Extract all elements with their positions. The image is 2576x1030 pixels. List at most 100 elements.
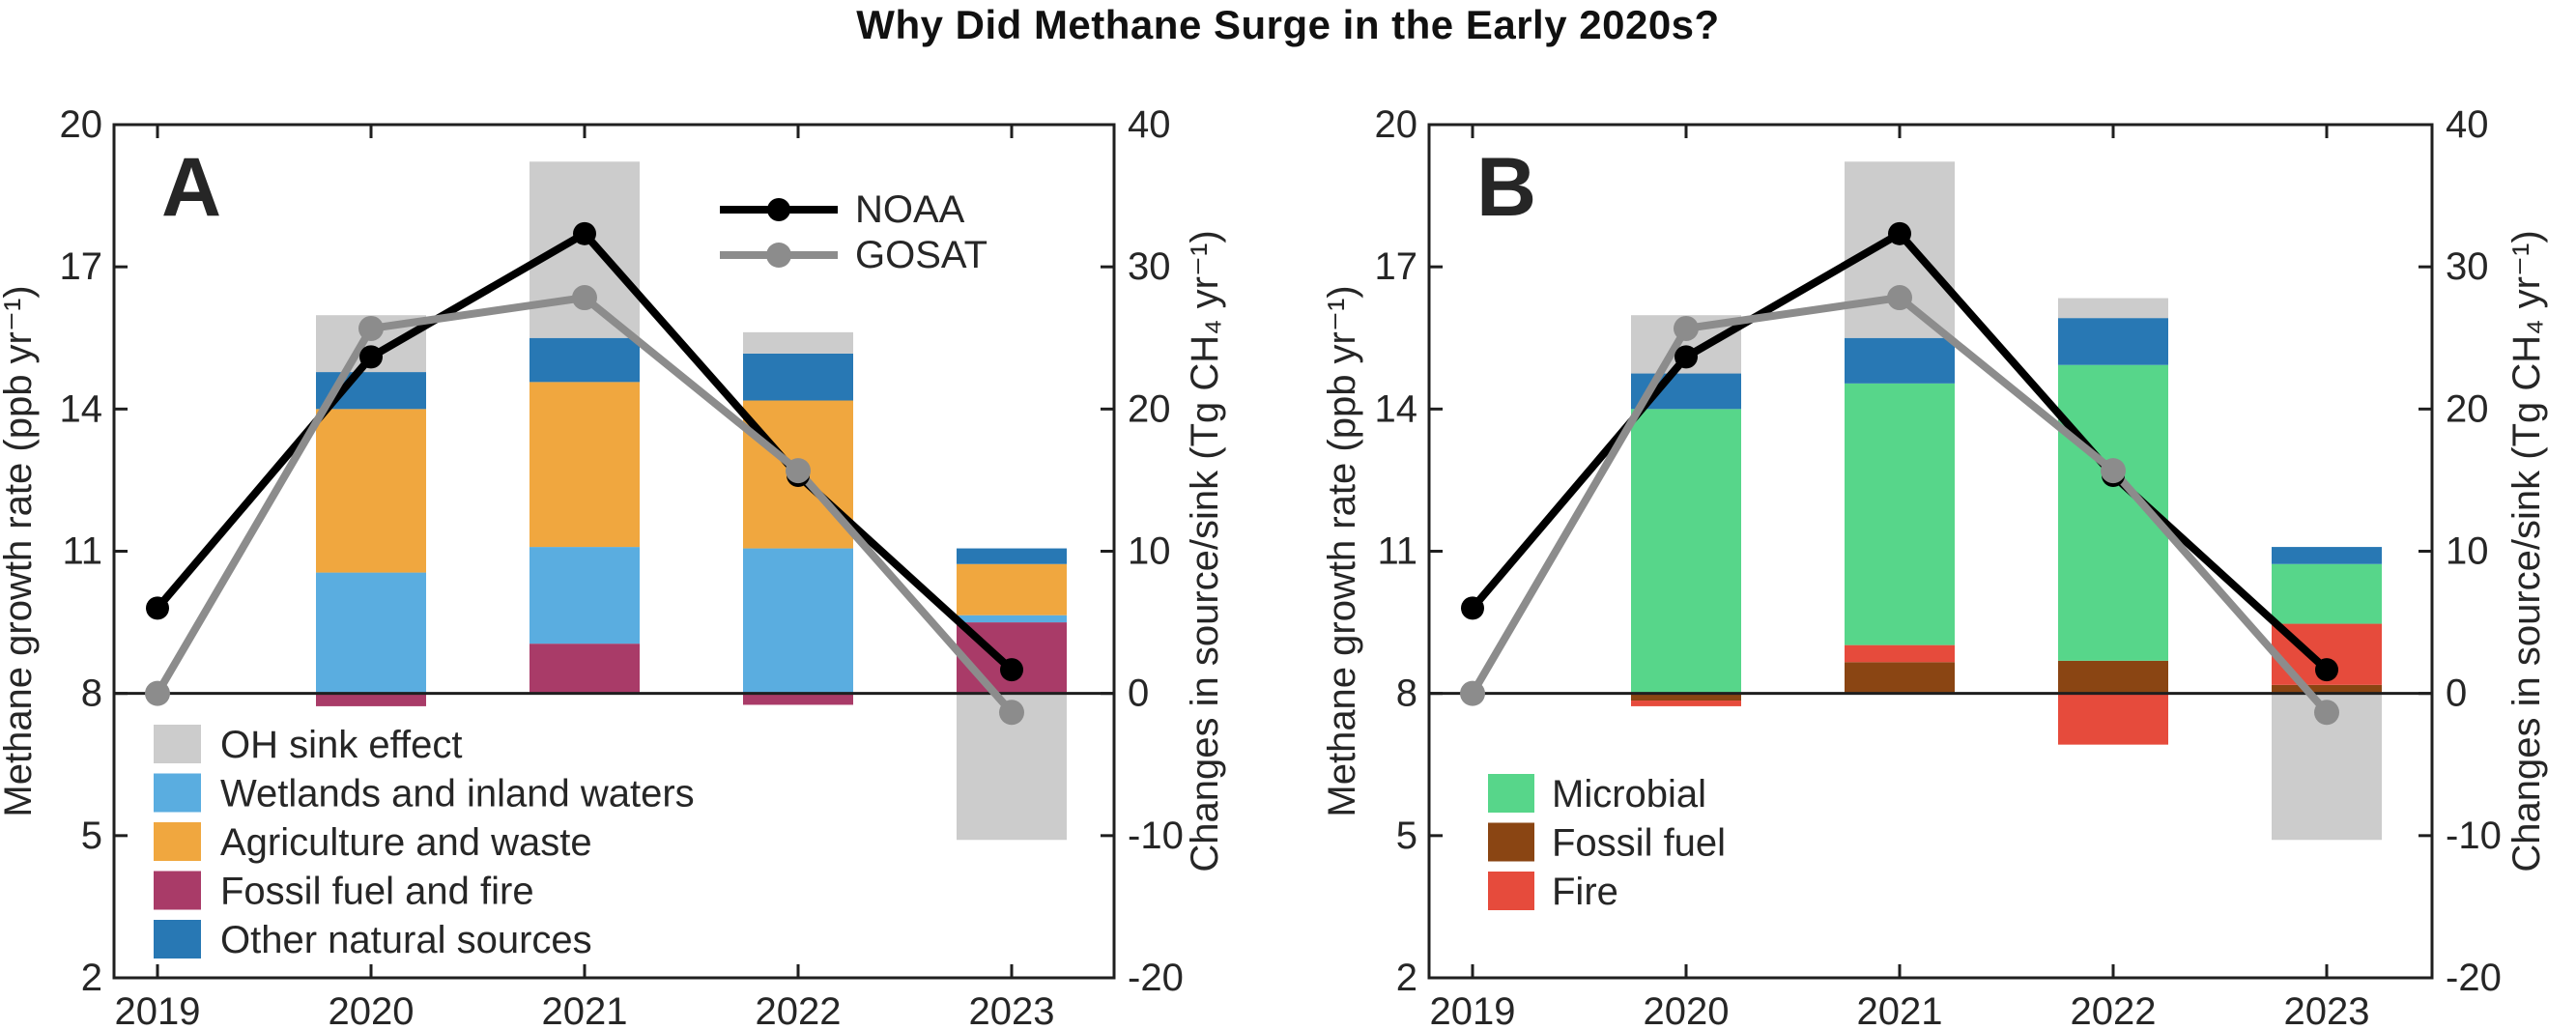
left-axis-title: Methane growth rate (ppb yr⁻¹) — [0, 285, 40, 816]
y-tick-label-left-11: 11 — [1377, 530, 1417, 573]
bar-segment-fossil-fuel-2023 — [2272, 684, 2382, 694]
panel-b: 2019 2020 2021 2022 2023 20 17 14 11 8 5 2 40 30 20 10 0… — [1321, 103, 2548, 1030]
legend-item-noaa: NOAA — [720, 188, 965, 231]
x-tick-label-2020: 2020 — [1644, 990, 1730, 1030]
legend-label: Wetlands and inland waters — [220, 773, 695, 815]
bar-segment-wetlands-and-inland-waters-2022 — [743, 548, 853, 694]
y-tick-label-right-40: 40 — [1128, 103, 1171, 146]
y-tick-label-left-17: 17 — [60, 245, 103, 288]
bar-segment-microbial-2021 — [1845, 383, 1955, 645]
legend-label: OH sink effect — [220, 724, 462, 766]
chart-title: Why Did Methane Surge in the Early 2020s… — [856, 2, 1720, 47]
right-axis-title: Changes in source/sink (Tg CH₄ yr⁻¹) — [2505, 230, 2548, 872]
y-tick-label-left-11: 11 — [62, 530, 102, 573]
x-tick-label-2022: 2022 — [756, 990, 842, 1030]
marker-noaa-2023 — [2315, 658, 2338, 682]
legend-swatch — [154, 773, 201, 813]
legend-label: Agriculture and waste — [220, 821, 592, 864]
marker-noaa-2021 — [1888, 221, 1911, 245]
bar-segment-other-natural-sources-2021 — [1845, 337, 1955, 384]
bar-segment-wetlands-and-inland-waters-2021 — [530, 547, 640, 644]
marker-gosat-2022 — [2101, 458, 2126, 484]
y-tick-label-left-2: 2 — [81, 957, 102, 999]
bar-segment-fire-2021 — [1845, 644, 1955, 663]
y-tick-label-left-2: 2 — [1396, 957, 1417, 999]
bar-segment-agriculture-and-waste-2021 — [530, 382, 640, 548]
bar-segment-oh-sink-effect-2022 — [2058, 298, 2168, 319]
legend-label: GOSAT — [855, 234, 987, 276]
legend-swatch — [154, 725, 201, 763]
marker-noaa-2019 — [1461, 596, 1484, 620]
panel-label-b: B — [1476, 141, 1536, 234]
y-tick-label-left-14: 14 — [1375, 387, 1418, 430]
marker-gosat-2022 — [786, 458, 811, 484]
bar-segment-microbial-2023 — [2272, 563, 2382, 624]
bar-segment-fossil-fuel-and-fire-2021 — [530, 644, 640, 694]
y-tick-label-right-10: 10 — [2446, 530, 2489, 573]
y-tick-label-left-5: 5 — [81, 815, 102, 857]
marker-noaa-2020 — [1674, 345, 1698, 369]
bar-segment-agriculture-and-waste-2023 — [957, 563, 1067, 615]
legend-label: Fossil fuel — [1552, 822, 1726, 865]
legend-swatch — [154, 920, 201, 958]
marker-gosat-2020 — [1674, 315, 1699, 341]
legend-swatch — [1488, 774, 1534, 813]
bar-segment-other-natural-sources-2022 — [743, 353, 853, 401]
y-tick-label-left-5: 5 — [1396, 815, 1417, 857]
legend-swatch — [1488, 872, 1534, 910]
panel-label-a: A — [161, 141, 221, 234]
y-tick-label-left-17: 17 — [1375, 245, 1418, 288]
left-axis-title: Methane growth rate (ppb yr⁻¹) — [1321, 285, 1363, 816]
y-tick-label-right--10: -10 — [2446, 815, 2502, 857]
marker-gosat-2019 — [145, 680, 170, 706]
legend-swatch — [154, 822, 201, 861]
y-tick-label-right-0: 0 — [1128, 672, 1149, 715]
marker-noaa-2020 — [359, 345, 383, 369]
panel-a: 2019 2020 2021 2022 2023 20 17 14 11 8 5 2 40 30 20 10 0… — [0, 103, 1226, 1030]
legend-swatch — [154, 871, 201, 910]
legend-label: NOAA — [855, 188, 965, 231]
y-tick-label-left-8: 8 — [1396, 672, 1417, 715]
legend-label: Fire — [1552, 871, 1618, 913]
legend-swatch — [1488, 822, 1534, 862]
x-tick-label-2020: 2020 — [329, 990, 415, 1030]
bar-segment-oh-sink-effect-2021 — [530, 161, 640, 338]
bar-segment-agriculture-and-waste-2020 — [316, 409, 426, 573]
bar-segment-fire-2022 — [2058, 693, 2168, 745]
marker-gosat-2021 — [572, 285, 597, 311]
y-tick-label-left-20: 20 — [60, 103, 103, 146]
x-tick-label-2019: 2019 — [1430, 990, 1516, 1030]
bar-segment-oh-sink-effect-2022 — [743, 331, 853, 354]
y-tick-label-right-20: 20 — [1128, 387, 1171, 430]
y-tick-label-left-8: 8 — [81, 672, 102, 715]
legend-label: Microbial — [1552, 773, 1706, 815]
legend-label: Other natural sources — [220, 919, 592, 961]
bar-segment-fire-2020 — [1631, 701, 1741, 706]
legend-item-other-natural-sources: Other natural sources — [154, 919, 592, 961]
y-tick-label-right-30: 30 — [2446, 245, 2489, 288]
x-tick-label-2023: 2023 — [2284, 990, 2370, 1030]
bar-segment-oh-sink-effect-2021 — [1845, 161, 1955, 338]
right-axis-title: Changes in source/sink (Tg CH₄ yr⁻¹) — [1184, 230, 1226, 872]
bar-segment-wetlands-and-inland-waters-2020 — [316, 572, 426, 694]
marker-gosat-2021 — [1887, 285, 1912, 311]
bar-segment-wetlands-and-inland-waters-2023 — [957, 615, 1067, 623]
bar-segment-fossil-fuel-2020 — [1631, 693, 1741, 701]
legend-label: Fossil fuel and fire — [220, 871, 534, 913]
legend-item-gosat: GOSAT — [720, 234, 987, 276]
legend-item-fire: Fire — [1488, 871, 1618, 913]
bar-segment-fossil-fuel-2021 — [1845, 662, 1955, 694]
bar-segment-fossil-fuel-and-fire-2020 — [316, 693, 426, 706]
bar-segment-fossil-fuel-and-fire-2022 — [743, 693, 853, 705]
y-tick-label-right--20: -20 — [2446, 957, 2502, 999]
bar-segment-other-natural-sources-2023 — [2272, 547, 2382, 564]
bar-segment-other-natural-sources-2023 — [957, 548, 1067, 564]
x-tick-label-2021: 2021 — [542, 990, 628, 1030]
legend-item-agriculture-and-waste: Agriculture and waste — [154, 821, 592, 864]
y-tick-label-right-40: 40 — [2446, 103, 2489, 146]
marker-gosat-2023 — [999, 700, 1024, 726]
marker-gosat-2020 — [358, 315, 384, 341]
x-tick-label-2019: 2019 — [115, 990, 201, 1030]
